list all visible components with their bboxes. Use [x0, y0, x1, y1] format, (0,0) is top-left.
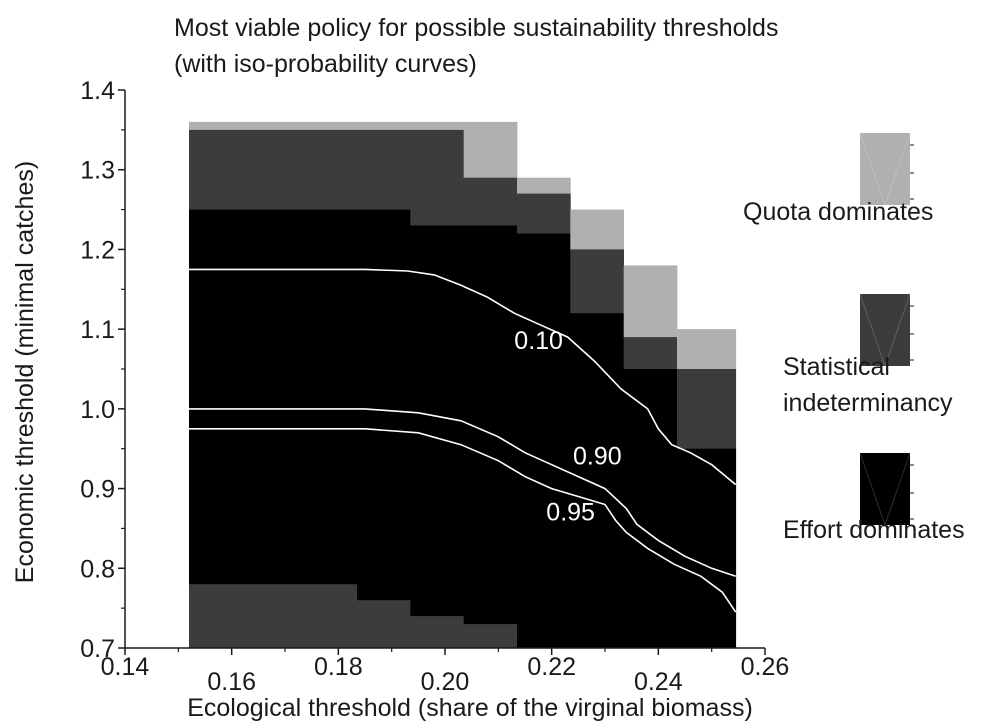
legend-swatch	[860, 294, 910, 366]
heatmap-cells	[189, 121, 737, 649]
iso-curve-label: 0.90	[573, 443, 622, 471]
heatmap-cell	[570, 313, 624, 649]
chart-subtitle: (with iso-probability curves)	[174, 50, 477, 78]
legend-swatch-mark	[859, 132, 911, 207]
y-tick-label: 1.3	[80, 157, 115, 185]
heatmap-cell	[677, 329, 737, 370]
x-tick-label: 0.18	[314, 653, 363, 681]
y-tick-label: 0.9	[80, 476, 115, 504]
legend-label: Quota dominates	[743, 198, 933, 226]
chart-title: Most viable policy for possible sustaina…	[174, 14, 779, 42]
x-tick-label: 0.26	[741, 653, 790, 681]
heatmap-cell	[677, 369, 737, 450]
y-tick-label: 1.2	[80, 236, 115, 264]
heatmap-cell	[463, 121, 518, 179]
heatmap-cell	[463, 624, 518, 649]
heatmap-cell	[189, 209, 411, 585]
heatmap-cell	[517, 193, 571, 234]
curve-labels: 0.10 0.90 0.95	[514, 327, 621, 526]
legend-swatch	[860, 453, 910, 525]
heatmap-cell	[410, 121, 464, 131]
x-tick-label: 0.22	[527, 653, 576, 681]
iso-curve-label: 0.95	[546, 499, 595, 527]
heatmap-cell	[517, 233, 571, 649]
legend-swatch-mark	[859, 452, 911, 527]
legend-swatch-mark	[859, 293, 911, 368]
heatmap-cell	[410, 616, 464, 649]
iso-curve-0.95	[189, 427, 737, 613]
heatmap-cell	[623, 265, 678, 338]
heatmap-cell	[410, 225, 464, 617]
heatmap-cell	[570, 249, 624, 266]
legend-label: Statistical	[783, 353, 890, 381]
heatmap-cell	[570, 209, 624, 250]
legend: Quota dominates Statistical indeterminancy…	[743, 132, 965, 544]
heatmap-cell	[410, 129, 464, 226]
iso-curve-0.90	[189, 408, 736, 578]
y-axis-label: Economic threshold (minimal catches)	[11, 161, 39, 583]
y-tick-label: 0.8	[80, 555, 115, 583]
heatmap-cell	[623, 337, 678, 370]
legend-label: indeterminancy	[783, 389, 953, 417]
y-tick-label: 1.1	[80, 316, 115, 344]
heatmap-cell	[570, 265, 624, 314]
x-tick-label: 0.20	[421, 668, 470, 696]
heatmap-cell	[189, 121, 411, 131]
y-tick-label: 1.0	[80, 396, 115, 424]
x-axis-label: Ecological threshold (share of the virgi…	[187, 694, 753, 722]
heatmap-cell	[357, 600, 411, 649]
heatmap-cell	[517, 177, 571, 194]
y-tick-label: 0.7	[80, 635, 115, 663]
legend-label: Effort dominates	[783, 516, 965, 544]
x-tick-label: 0.16	[207, 668, 256, 696]
axes: 0.14 0.16 0.18 0.20 0.22 0.24 0.26 0.7 0.8 0.9 1.0…	[80, 77, 789, 696]
iso-curve-label: 0.10	[514, 327, 563, 355]
x-tick-label: 0.14	[101, 653, 150, 681]
heatmap-cell	[463, 177, 518, 226]
heatmap-cell	[623, 369, 678, 649]
heatmap-cell	[189, 584, 358, 649]
heatmap-cell	[357, 584, 411, 601]
iso-curve-0.10	[189, 268, 737, 486]
x-tick-label: 0.24	[634, 668, 683, 696]
y-tick-label: 1.4	[80, 77, 115, 105]
legend-swatch	[860, 133, 910, 205]
heatmap-cell	[677, 448, 737, 649]
heatmap-cell	[189, 129, 411, 210]
iso-probability-curves	[189, 268, 737, 613]
